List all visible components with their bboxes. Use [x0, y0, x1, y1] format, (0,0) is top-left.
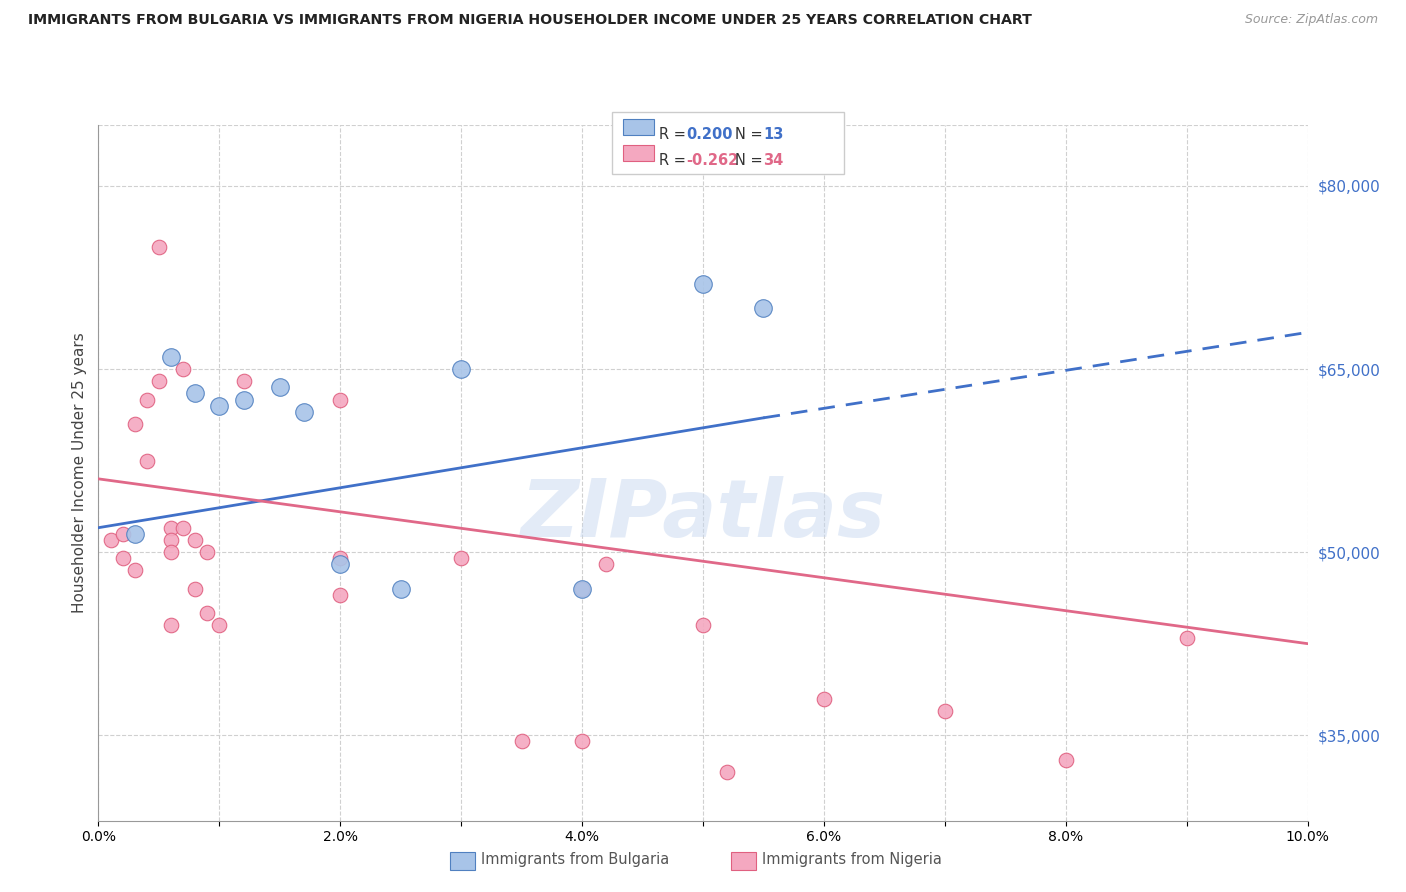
- Point: [813, 691, 835, 706]
- Point: [692, 618, 714, 632]
- Point: [329, 551, 352, 566]
- Point: [571, 582, 593, 596]
- Point: [571, 582, 593, 596]
- Text: 0.200: 0.200: [686, 127, 733, 142]
- Point: [184, 533, 207, 547]
- Point: [716, 764, 738, 779]
- Point: [389, 582, 412, 596]
- Point: [100, 533, 122, 547]
- Point: [160, 350, 183, 364]
- Point: [160, 521, 183, 535]
- Point: [571, 734, 593, 748]
- Point: [111, 551, 134, 566]
- Point: [752, 301, 775, 315]
- Text: N =: N =: [735, 153, 768, 169]
- Point: [934, 704, 956, 718]
- Text: R =: R =: [659, 153, 690, 169]
- Point: [184, 386, 207, 401]
- Point: [329, 588, 352, 602]
- Text: -0.262: -0.262: [686, 153, 738, 169]
- Point: [148, 240, 170, 254]
- Text: ZIPatlas: ZIPatlas: [520, 475, 886, 554]
- Point: [195, 606, 218, 620]
- Text: 13: 13: [763, 127, 783, 142]
- Point: [160, 618, 183, 632]
- Text: Immigrants from Bulgaria: Immigrants from Bulgaria: [481, 853, 669, 867]
- Text: R =: R =: [659, 127, 690, 142]
- Point: [329, 558, 352, 572]
- Point: [135, 453, 157, 467]
- Point: [208, 618, 231, 632]
- Point: [124, 526, 146, 541]
- Point: [450, 551, 472, 566]
- Point: [510, 734, 533, 748]
- Point: [172, 521, 194, 535]
- Point: [692, 277, 714, 291]
- Point: [184, 582, 207, 596]
- Point: [160, 533, 183, 547]
- Point: [195, 545, 218, 559]
- Point: [135, 392, 157, 407]
- Point: [329, 392, 352, 407]
- Y-axis label: Householder Income Under 25 years: Householder Income Under 25 years: [72, 333, 87, 613]
- Point: [160, 545, 183, 559]
- Point: [111, 526, 134, 541]
- Text: 34: 34: [763, 153, 783, 169]
- Point: [208, 399, 231, 413]
- Point: [172, 362, 194, 376]
- Point: [148, 374, 170, 388]
- Point: [232, 374, 254, 388]
- Text: Immigrants from Nigeria: Immigrants from Nigeria: [762, 853, 942, 867]
- Point: [269, 380, 291, 394]
- Text: N =: N =: [735, 127, 768, 142]
- Point: [124, 417, 146, 431]
- Text: IMMIGRANTS FROM BULGARIA VS IMMIGRANTS FROM NIGERIA HOUSEHOLDER INCOME UNDER 25 : IMMIGRANTS FROM BULGARIA VS IMMIGRANTS F…: [28, 13, 1032, 28]
- Text: Source: ZipAtlas.com: Source: ZipAtlas.com: [1244, 13, 1378, 27]
- Point: [1175, 631, 1198, 645]
- Point: [595, 558, 617, 572]
- Point: [450, 362, 472, 376]
- Point: [1054, 753, 1077, 767]
- Point: [292, 405, 315, 419]
- Point: [124, 563, 146, 577]
- Point: [232, 392, 254, 407]
